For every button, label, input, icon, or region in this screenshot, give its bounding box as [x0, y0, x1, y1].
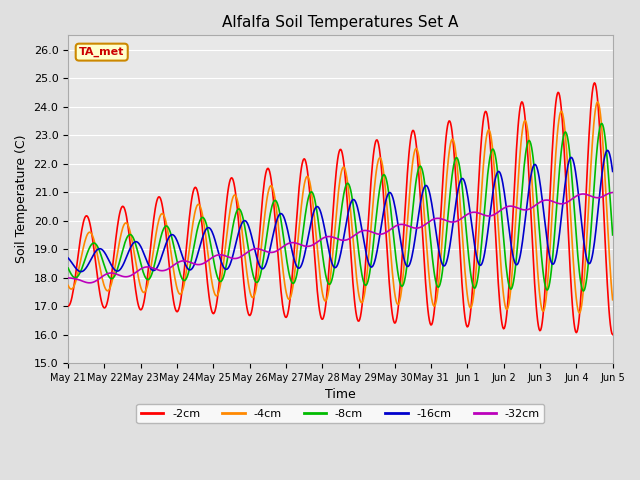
X-axis label: Time: Time — [325, 388, 356, 401]
Title: Alfalfa Soil Temperatures Set A: Alfalfa Soil Temperatures Set A — [222, 15, 459, 30]
Text: TA_met: TA_met — [79, 47, 124, 57]
Legend: -2cm, -4cm, -8cm, -16cm, -32cm: -2cm, -4cm, -8cm, -16cm, -32cm — [136, 404, 544, 423]
Y-axis label: Soil Temperature (C): Soil Temperature (C) — [15, 135, 28, 264]
